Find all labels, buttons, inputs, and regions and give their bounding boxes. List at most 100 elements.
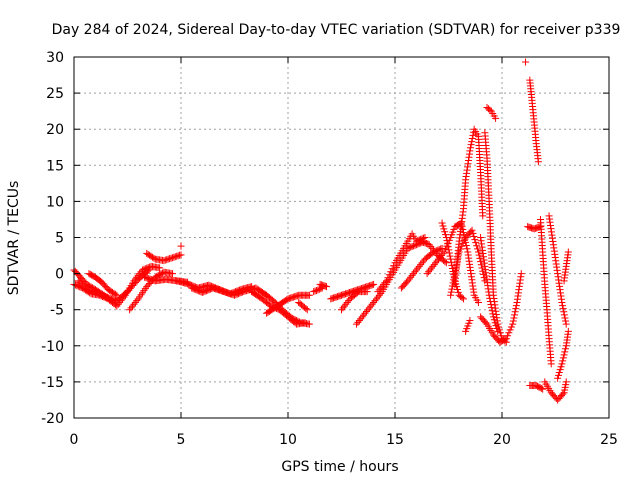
data-point: [145, 266, 153, 274]
data-point: [417, 237, 425, 245]
data-point: [421, 239, 429, 247]
data-point: [445, 246, 453, 254]
data-point: [408, 243, 416, 251]
data-point: [473, 242, 481, 250]
data-point: [450, 271, 458, 279]
data-point: [432, 259, 440, 267]
data-point: [447, 255, 455, 263]
data-point: [440, 248, 448, 256]
data-point: [338, 306, 345, 314]
data-point: [407, 243, 415, 251]
x-axis-label: GPS time / hours: [281, 459, 398, 475]
data-point: [372, 295, 380, 303]
data-point: [388, 265, 396, 273]
data-point: [556, 366, 564, 374]
data-point: [362, 308, 370, 316]
data-point: [358, 313, 366, 321]
data-point: [291, 316, 299, 324]
x-tick-label: 5: [177, 432, 186, 448]
data-point: [469, 131, 477, 139]
data-point: [417, 261, 425, 269]
data-point: [410, 270, 418, 278]
y-tick-label: 25: [46, 86, 64, 102]
y-tick-label: -20: [41, 411, 64, 427]
data-point: [560, 308, 568, 316]
data-point: [405, 275, 413, 283]
data-point: [474, 248, 482, 256]
data-point: [340, 302, 348, 310]
data-point: [440, 225, 448, 233]
data-point: [474, 298, 482, 306]
data-point: [315, 285, 323, 293]
data-point: [294, 317, 302, 325]
data-point: [352, 320, 360, 328]
data-point: [460, 236, 468, 244]
y-axis-label: SDTVAR / TECUs: [6, 181, 22, 296]
data-point: [111, 290, 119, 298]
x-tick-label: 25: [600, 432, 618, 448]
data-point: [428, 244, 436, 252]
y-tick-label: -10: [41, 339, 64, 355]
data-point: [343, 298, 351, 306]
data-point: [442, 231, 450, 239]
data-point: [562, 378, 570, 386]
data-point: [411, 268, 419, 276]
data-point: [492, 114, 500, 122]
y-tick-label: -5: [50, 303, 64, 319]
data-point: [157, 270, 165, 278]
data-point: [436, 253, 444, 261]
data-point: [477, 261, 485, 269]
data-point: [128, 302, 136, 310]
data-point: [422, 240, 430, 248]
data-point: [467, 144, 475, 152]
data-point: [423, 270, 431, 278]
data-point: [126, 306, 134, 314]
data-point: [466, 147, 474, 155]
data-point: [562, 320, 570, 328]
data-point: [314, 286, 322, 294]
data-point: [420, 257, 428, 265]
data-point: [378, 282, 386, 290]
data-point: [444, 240, 452, 248]
data-point: [339, 304, 347, 312]
data-point: [472, 239, 480, 247]
data-point: [441, 258, 449, 266]
data-point: [454, 254, 462, 262]
data-point: [150, 254, 158, 262]
data-point: [435, 246, 443, 254]
data-point: [156, 264, 164, 272]
data-point: [453, 283, 461, 291]
data-point: [447, 291, 455, 299]
x-tick-label: 20: [493, 432, 511, 448]
y-tick-label: 0: [55, 267, 64, 283]
data-point: [564, 248, 572, 256]
data-point: [437, 252, 445, 260]
data-point: [71, 281, 79, 289]
data-point: [559, 302, 567, 310]
data-point: [360, 311, 368, 319]
data-point: [415, 236, 423, 244]
data-point: [363, 288, 371, 296]
data-point: [458, 242, 466, 250]
data-point: [559, 390, 567, 398]
data-point: [405, 244, 413, 252]
data-point: [479, 212, 487, 220]
data-point: [561, 345, 569, 353]
data-point: [76, 278, 84, 286]
data-point: [390, 262, 398, 270]
data-point: [554, 374, 562, 382]
data-point: [438, 244, 446, 252]
data-point: [429, 262, 437, 270]
data-point: [512, 302, 520, 310]
axis-ticks: 0 5 10 15 20 25 -20 -15 -10 -5 0 5 10 15 20 25 30: [41, 50, 618, 448]
data-point: [168, 270, 176, 278]
data-point: [478, 264, 486, 272]
data-point: [560, 351, 568, 359]
data-point: [474, 245, 482, 253]
chart-title: Day 284 of 2024, Sidereal Day-to-day VTE…: [52, 22, 621, 38]
x-tick-label: 0: [70, 432, 79, 448]
data-point: [456, 245, 464, 253]
data-point: [290, 315, 298, 323]
data-point: [487, 301, 495, 309]
